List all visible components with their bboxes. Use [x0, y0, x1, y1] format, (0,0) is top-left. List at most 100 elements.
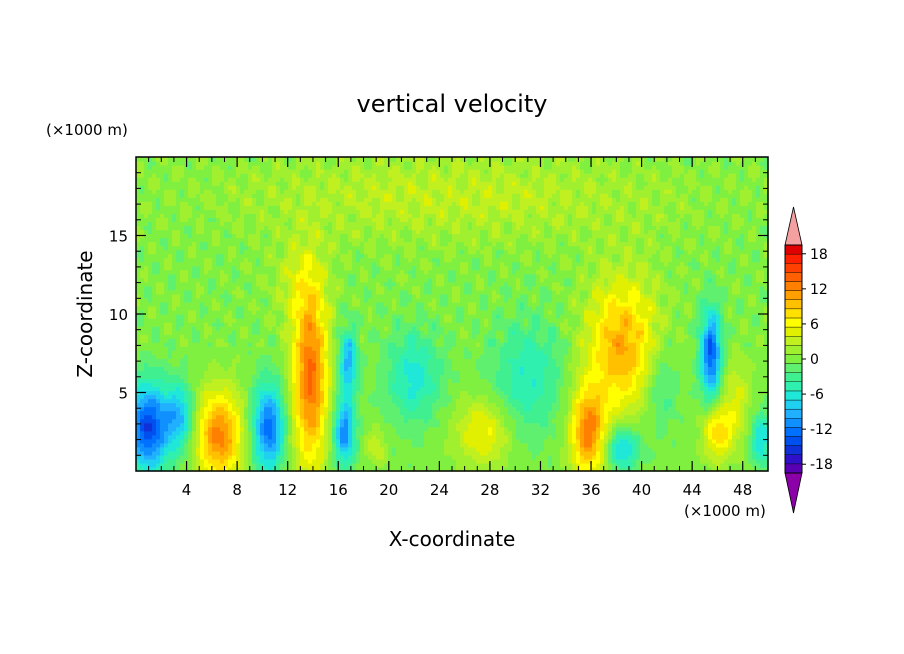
field-cell — [288, 318, 293, 323]
field-cell — [260, 386, 265, 392]
field-cell — [228, 466, 233, 472]
field-cell — [248, 193, 253, 198]
field-cell — [380, 370, 385, 375]
field-cell — [196, 406, 201, 412]
field-cell — [192, 342, 197, 347]
field-cell — [168, 261, 173, 267]
field-cell — [376, 362, 381, 367]
field-cell — [224, 249, 229, 255]
field-cell — [232, 189, 237, 194]
field-cell — [176, 225, 181, 231]
field-cell — [336, 193, 341, 198]
field-cell — [300, 442, 305, 448]
field-cell — [344, 366, 349, 371]
field-cell — [276, 301, 281, 307]
field-cell — [156, 322, 161, 327]
field-cell — [352, 169, 357, 174]
field-cell — [164, 334, 169, 339]
field-cell — [200, 362, 205, 367]
field-cell — [232, 438, 237, 444]
field-cell — [308, 334, 313, 339]
field-cell — [228, 309, 233, 315]
field-cell — [188, 342, 193, 347]
field-cell — [356, 169, 361, 174]
field-cell — [192, 293, 197, 299]
field-cell — [288, 181, 293, 186]
field-cell — [336, 233, 341, 239]
field-cell — [284, 366, 289, 371]
field-cell — [380, 217, 385, 223]
field-cell — [168, 346, 173, 351]
field-cell — [332, 350, 337, 355]
field-cell — [304, 454, 309, 460]
field-cell — [280, 390, 285, 396]
field-cell — [308, 213, 313, 218]
field-cell — [304, 398, 309, 404]
field-cell — [292, 273, 297, 279]
field-cell — [236, 241, 241, 247]
field-cell — [180, 277, 185, 283]
field-cell — [312, 189, 317, 194]
field-cell — [200, 169, 205, 174]
field-cell — [216, 225, 221, 231]
field-cell — [364, 330, 369, 335]
field-cell — [232, 193, 237, 198]
field-cell — [372, 442, 377, 448]
field-cell — [280, 422, 285, 428]
field-cell — [252, 213, 257, 218]
field-cell — [208, 249, 213, 255]
field-cell — [152, 177, 157, 182]
field-cell — [284, 297, 289, 303]
field-cell — [372, 450, 377, 456]
field-cell — [324, 289, 329, 295]
field-cell — [256, 277, 261, 283]
field-cell — [244, 434, 249, 440]
field-cell — [328, 346, 333, 351]
field-cell — [244, 390, 249, 396]
field-cell — [288, 265, 293, 271]
field-cell — [144, 253, 149, 259]
field-cell — [196, 378, 201, 384]
field-cell — [348, 442, 353, 448]
field-cell — [184, 261, 189, 267]
field-cell — [172, 229, 177, 235]
field-cell — [384, 318, 389, 323]
field-cell — [220, 165, 225, 170]
field-cell — [308, 374, 313, 380]
field-cell — [288, 281, 293, 287]
field-cell — [264, 438, 269, 444]
field-cell — [196, 466, 201, 472]
field-cell — [292, 434, 297, 440]
field-cell — [204, 209, 209, 214]
field-cell — [380, 398, 385, 404]
field-cell — [232, 221, 237, 227]
field-cell — [348, 177, 353, 182]
field-cell — [176, 257, 181, 263]
field-cell — [244, 450, 249, 456]
field-cell — [320, 165, 325, 170]
field-cell — [276, 342, 281, 347]
field-cell — [212, 309, 217, 315]
field-cell — [372, 394, 377, 400]
field-cell — [244, 273, 249, 279]
field-cell — [268, 213, 273, 218]
field-cell — [220, 233, 225, 239]
field-cell — [316, 189, 321, 194]
field-cell — [272, 193, 277, 198]
field-cell — [268, 350, 273, 355]
field-cell — [228, 189, 233, 194]
field-cell — [188, 362, 193, 367]
field-cell — [248, 225, 253, 231]
field-cell — [340, 394, 345, 400]
field-cell — [352, 173, 357, 178]
field-cell — [176, 281, 181, 287]
field-cell — [356, 418, 361, 424]
field-cell — [328, 326, 333, 331]
field-cell — [340, 350, 345, 355]
field-cell — [348, 269, 353, 275]
field-cell — [144, 406, 149, 412]
field-cell — [176, 269, 181, 275]
field-cell — [372, 430, 377, 436]
field-cell — [376, 161, 381, 166]
field-cell — [388, 350, 393, 355]
